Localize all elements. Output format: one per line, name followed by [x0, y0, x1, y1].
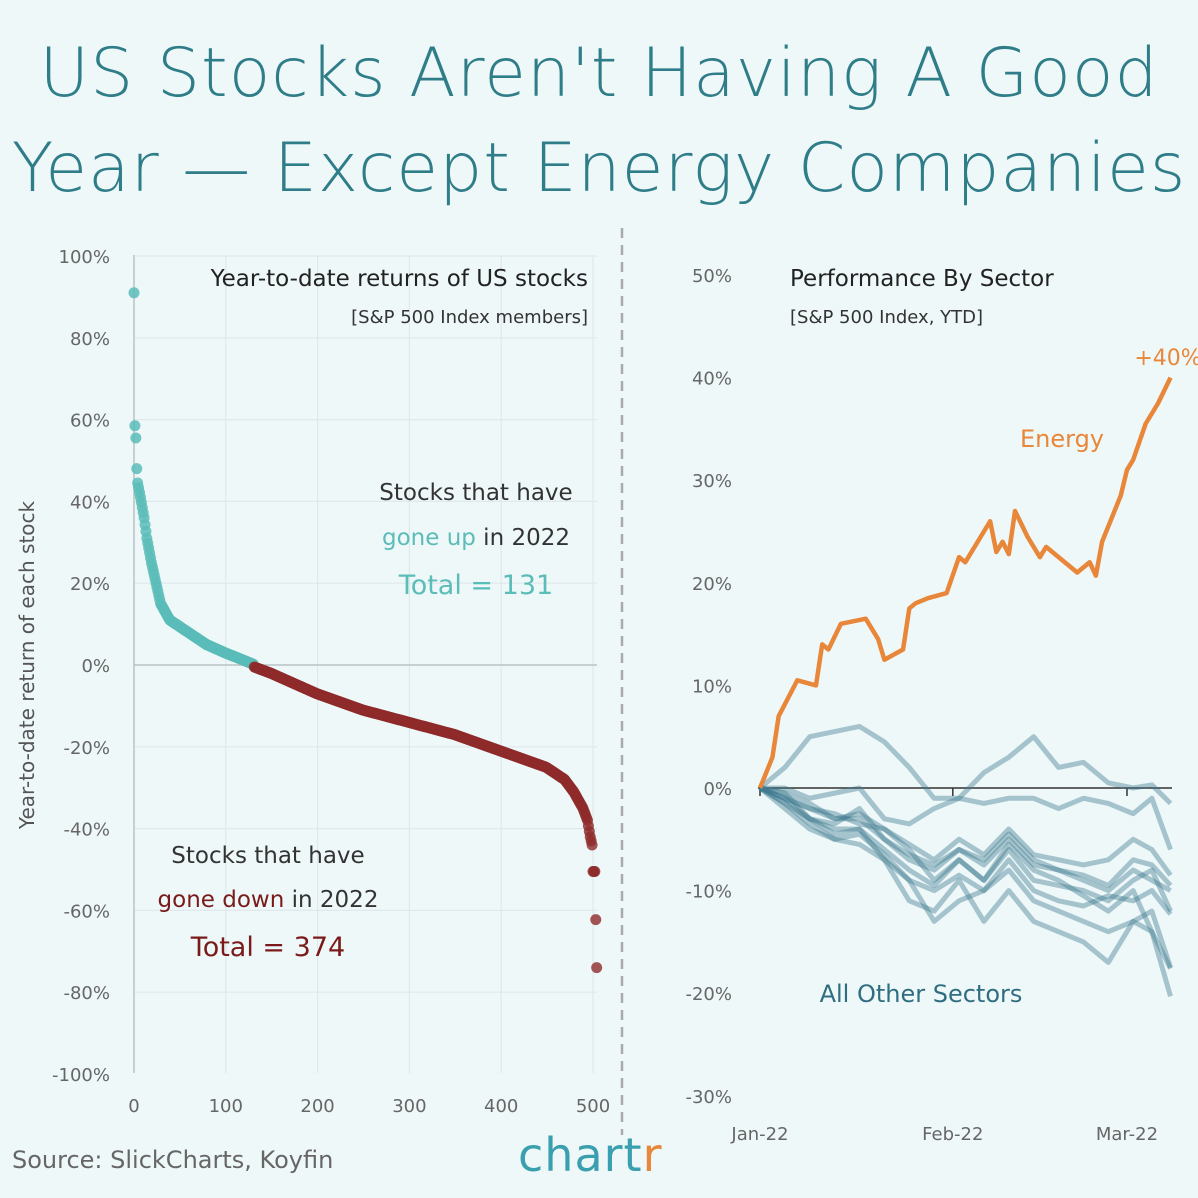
y-tick-label: -40% — [63, 820, 110, 841]
sector-lines — [757, 376, 1173, 997]
y-tick-label: 80% — [70, 329, 110, 350]
x-tick-label: Mar-22 — [1096, 1124, 1158, 1145]
stock-dot-down — [589, 866, 601, 878]
stock-dot-down — [591, 962, 603, 974]
y-tick-label: 40% — [70, 492, 110, 513]
sector-line — [759, 785, 1173, 913]
page-title-line-1: US Stocks Aren't Having A Good — [39, 34, 1159, 113]
y-tick-label: -100% — [52, 1065, 110, 1086]
stock-dot-down — [586, 839, 598, 851]
energy-label: Energy — [1020, 425, 1104, 453]
left-chart-title: Year-to-date returns of US stocks — [210, 266, 588, 292]
page-title-line-2: Year — Except Energy Companies — [11, 129, 1187, 208]
y-tick-label: -80% — [63, 983, 110, 1004]
logo-accent: r — [642, 1128, 663, 1182]
stock-dot-down — [590, 914, 602, 926]
energy-end-label: +40% — [1134, 346, 1198, 371]
right-chart-title: Performance By Sector — [790, 266, 1054, 292]
up-annotation-line1: Stocks that have — [379, 480, 572, 506]
source-note: Source: SlickCharts, Koyfin — [12, 1146, 334, 1174]
down-annotation-line2: gone down in 2022 — [158, 887, 379, 913]
sector-line — [759, 785, 1173, 997]
down-annotation-rest: in 2022 — [284, 887, 378, 913]
x-tick-label: Feb-22 — [922, 1124, 983, 1145]
sector-line — [759, 785, 1172, 894]
x-tick-label: 500 — [576, 1096, 610, 1117]
y-tick-label: -20% — [685, 984, 732, 1005]
sector-line — [759, 785, 1173, 877]
right-tick-labels: 50% 40% 30% 20% 10% 0% -10% -20% -30% Jan-22 Feb-2… — [685, 266, 1158, 1145]
x-tick-label: 100 — [209, 1096, 243, 1117]
stock-dot-up — [129, 420, 141, 432]
right-chart-subtitle: [S&P 500 Index, YTD] — [790, 307, 983, 328]
y-tick-label: 30% — [692, 471, 732, 492]
up-annotation-highlight: gone up — [382, 525, 476, 551]
up-annotation-line2: gone up in 2022 — [382, 525, 570, 551]
sector-line — [760, 785, 1173, 851]
left-chart-subtitle: [S&P 500 Index members] — [351, 307, 588, 328]
down-annotation-line1: Stocks that have — [171, 843, 364, 869]
y-tick-label: 10% — [692, 676, 732, 697]
up-annotation-rest: in 2022 — [476, 525, 570, 551]
stock-dots — [128, 287, 603, 974]
y-tick-label: -20% — [63, 738, 110, 759]
stock-dot-up — [131, 463, 143, 475]
x-tick-label: 300 — [392, 1096, 426, 1117]
y-tick-label: 50% — [692, 266, 732, 287]
y-tick-label: 40% — [692, 369, 732, 390]
y-tick-label: 60% — [70, 411, 110, 432]
sector-line — [758, 786, 1173, 916]
y-tick-label: 20% — [70, 574, 110, 595]
x-tick-label: Jan-22 — [730, 1124, 788, 1145]
y-tick-label: -10% — [685, 882, 732, 903]
stock-dot-up — [130, 432, 142, 444]
y-tick-label: 0% — [81, 656, 110, 677]
down-total: Total = 374 — [190, 932, 345, 963]
logo-main: chart — [518, 1128, 643, 1182]
y-tick-label: 0% — [703, 779, 732, 800]
chartr-logo: chartr — [518, 1128, 663, 1182]
other-sectors-label: All Other Sectors — [820, 980, 1023, 1008]
energy-line — [757, 376, 1173, 789]
y-tick-label: 20% — [692, 574, 732, 595]
y-tick-label: -60% — [63, 901, 110, 922]
sector-line — [758, 723, 1173, 806]
y-axis-label: Year-to-date return of each stock — [15, 500, 39, 830]
up-total: Total = 131 — [398, 570, 553, 601]
y-tick-label: 100% — [59, 247, 110, 268]
left-tick-labels: 100% 80% 60% 40% 20% 0% -20% -40% -60% -80% -100% 0… — [52, 247, 610, 1117]
sector-line — [758, 785, 1173, 888]
left-gridlines — [133, 255, 597, 1073]
down-annotation-highlight: gone down — [158, 887, 285, 913]
x-tick-label: 400 — [484, 1096, 518, 1117]
x-tick-label: 0 — [128, 1096, 139, 1117]
sector-line — [758, 785, 1173, 970]
stock-dot-up — [128, 287, 140, 299]
sector-line — [759, 785, 1173, 969]
y-tick-label: -30% — [685, 1087, 732, 1108]
x-tick-label: 200 — [300, 1096, 334, 1117]
